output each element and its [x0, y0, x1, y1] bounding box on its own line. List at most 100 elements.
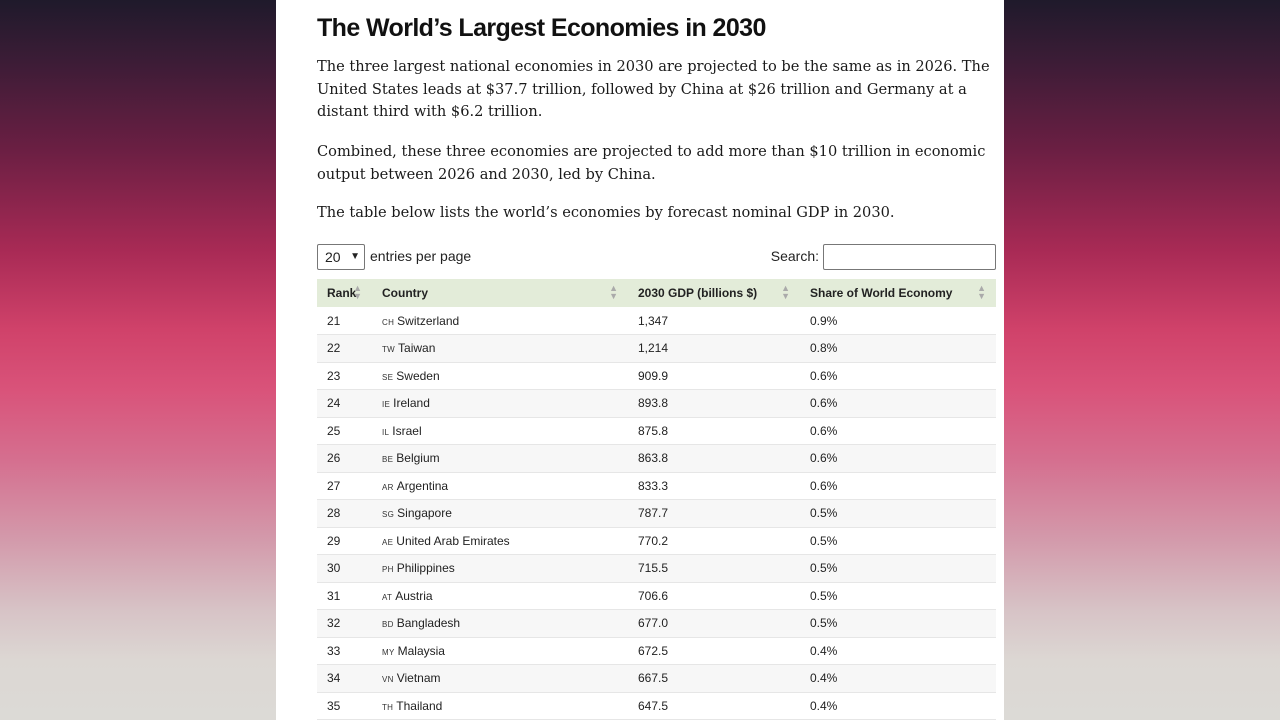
share-cell: 0.5%: [810, 616, 838, 631]
sort-icon: ▲ ▼: [781, 283, 790, 301]
table-row: 24 IE Ireland 893.8 0.6%: [317, 389, 996, 418]
rank-cell: 34: [327, 671, 341, 686]
share-cell: 0.8%: [810, 341, 838, 356]
rank-cell: 35: [327, 698, 341, 713]
search-label: Search:: [770, 248, 819, 264]
rank-cell: 24: [327, 396, 341, 411]
share-cell: 0.6%: [810, 368, 838, 383]
entries-select-value: 20: [325, 249, 341, 265]
share-cell: 0.5%: [810, 533, 838, 548]
table-header-row: Rank ▲ ▼ Country ▲ ▼ 2030 GDP (billions $)…: [317, 279, 996, 307]
country-cell: CH Switzerland: [372, 307, 628, 335]
country-code: AE: [382, 537, 394, 547]
column-header-country[interactable]: Country ▲ ▼: [372, 279, 628, 307]
sort-icon: ▲ ▼: [609, 283, 618, 301]
share-cell: 0.6%: [810, 451, 838, 466]
country-code: MY: [382, 647, 395, 657]
country-code: IL: [382, 427, 390, 437]
country-cell: AE United Arab Emirates: [372, 527, 628, 555]
share-cell: 0.5%: [810, 561, 838, 576]
table-row: 23 SE Sweden 909.9 0.6%: [317, 362, 996, 390]
country-cell: SE Sweden: [372, 362, 628, 390]
table-row: 35 TH Thailand 647.5 0.4%: [317, 692, 996, 720]
table-row: 21 CH Switzerland 1,347 0.9%: [317, 307, 996, 335]
rank-cell: 21: [327, 313, 341, 328]
country-code: VN: [382, 675, 394, 685]
table-row: 30 PH Philippines 715.5 0.5%: [317, 554, 996, 582]
country-name: Thailand: [396, 698, 443, 713]
share-cell: 0.4%: [810, 698, 838, 713]
country-code: SE: [382, 372, 394, 382]
country-cell: TH Thailand: [372, 692, 628, 720]
search-input[interactable]: [823, 244, 996, 270]
economies-table: Rank ▲ ▼ Country ▲ ▼ 2030 GDP (billions $)…: [317, 279, 996, 720]
table-body: 21 CH Switzerland 1,347 0.9% 22 TW Taiwan 1,214…: [317, 307, 996, 720]
table-row: 25 IL Israel 875.8 0.6%: [317, 417, 996, 445]
gdp-cell: 770.2: [638, 533, 669, 548]
share-cell: 0.6%: [810, 396, 838, 411]
country-name: Vietnam: [396, 671, 441, 686]
table-row: 32 BD Bangladesh 677.0 0.5%: [317, 609, 996, 637]
gdp-cell: 909.9: [638, 368, 669, 383]
country-name: Bangladesh: [396, 616, 461, 631]
country-code: TH: [382, 702, 394, 712]
rank-cell: 26: [327, 451, 341, 466]
share-cell: 0.4%: [810, 671, 838, 686]
country-name: Austria: [395, 588, 433, 603]
gdp-cell: 1,214: [638, 341, 669, 356]
country-cell: MY Malaysia: [372, 637, 628, 665]
gdp-cell: 672.5: [638, 643, 669, 658]
gdp-cell: 647.5: [638, 698, 669, 713]
table-controls: 20 ▼ entries per page Search:: [317, 244, 996, 272]
column-header-gdp[interactable]: 2030 GDP (billions $) ▲ ▼: [628, 279, 800, 307]
entries-per-page-label: entries per page: [370, 248, 472, 264]
rank-cell: 32: [327, 616, 341, 631]
country-cell: IL Israel: [372, 417, 628, 445]
column-header-label: Rank: [327, 286, 357, 300]
country-name: Belgium: [396, 451, 440, 466]
country-code: IE: [382, 400, 391, 410]
table-row: 27 AR Argentina 833.3 0.6%: [317, 472, 996, 500]
sort-icon: ▲ ▼: [353, 283, 362, 301]
share-cell: 0.5%: [810, 588, 838, 603]
share-cell: 0.6%: [810, 423, 838, 438]
article-panel: The World’s Largest Economies in 2030 Th…: [276, 0, 1004, 720]
chevron-down-icon: ▼: [350, 251, 360, 262]
column-header-label: Share of World Economy: [810, 286, 953, 300]
share-cell: 0.9%: [810, 313, 838, 328]
country-name: Malaysia: [397, 643, 445, 658]
country-cell: AT Austria: [372, 582, 628, 610]
column-header-share[interactable]: Share of World Economy ▲ ▼: [800, 279, 996, 307]
country-name: Israel: [392, 423, 422, 438]
country-code: PH: [382, 565, 394, 575]
country-cell: TW Taiwan: [372, 335, 628, 363]
table-row: 33 MY Malaysia 672.5 0.4%: [317, 637, 996, 665]
country-code: AR: [382, 482, 394, 492]
rank-cell: 22: [327, 341, 341, 356]
column-header-rank[interactable]: Rank ▲ ▼: [317, 279, 372, 307]
country-code: CH: [382, 317, 395, 327]
country-name: Argentina: [396, 478, 449, 493]
share-cell: 0.6%: [810, 478, 838, 493]
gdp-cell: 833.3: [638, 478, 669, 493]
gdp-cell: 715.5: [638, 561, 669, 576]
country-name: Sweden: [396, 368, 440, 383]
gdp-cell: 787.7: [638, 506, 669, 521]
rank-cell: 30: [327, 561, 341, 576]
table-row: 22 TW Taiwan 1,214 0.8%: [317, 334, 996, 363]
paragraph-1: The three largest national economies in …: [317, 58, 990, 120]
gdp-cell: 1,347: [638, 313, 669, 328]
country-name: Singapore: [397, 506, 452, 521]
table-row: 31 AT Austria 706.6 0.5%: [317, 582, 996, 610]
rank-cell: 28: [327, 506, 341, 521]
rank-cell: 23: [327, 368, 341, 383]
rank-cell: 31: [327, 588, 341, 603]
rank-cell: 25: [327, 423, 341, 438]
table-row: 26 BE Belgium 863.8 0.6%: [317, 444, 996, 472]
column-header-label: Country: [382, 286, 428, 300]
table-row: 28 SG Singapore 787.7 0.5%: [317, 499, 996, 527]
entries-per-page-select[interactable]: 20 ▼: [317, 244, 365, 270]
country-cell: IE Ireland: [372, 390, 628, 418]
sort-icon: ▲ ▼: [977, 283, 986, 301]
country-name: United Arab Emirates: [396, 533, 510, 548]
